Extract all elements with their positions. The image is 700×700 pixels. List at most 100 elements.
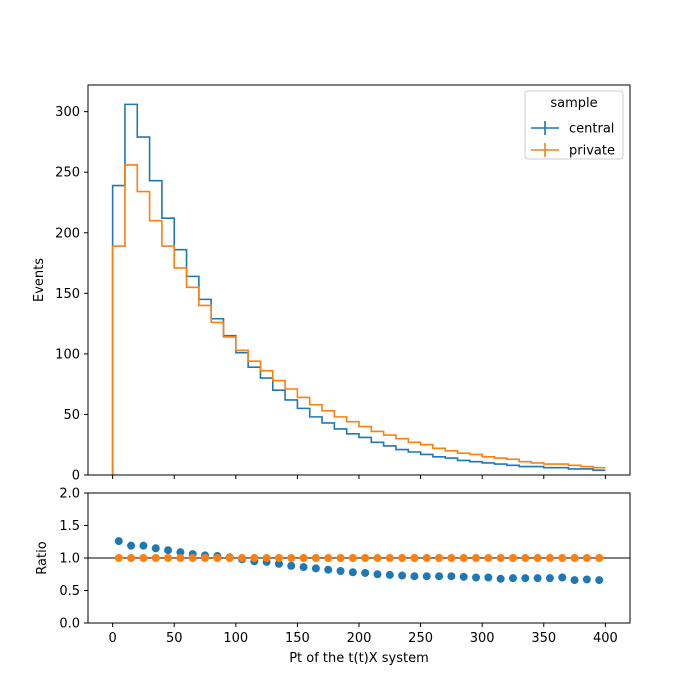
histogram-y-tick-label: 300 — [55, 105, 80, 120]
ratio-point-private — [151, 554, 160, 562]
ratio-point-private — [176, 554, 185, 562]
histogram-y-tick-label: 100 — [55, 347, 80, 362]
ratio-point-central — [348, 568, 357, 577]
x-tick-label: 400 — [593, 631, 618, 646]
ratio-point-private — [558, 554, 567, 562]
ratio-y-tick-label: 1.5 — [59, 519, 80, 534]
histogram-y-tick-label: 250 — [55, 166, 80, 181]
ratio-point-central — [447, 572, 456, 581]
ratio-point-private — [299, 554, 308, 562]
ratio-point-central — [361, 568, 370, 577]
x-tick-label: 350 — [531, 631, 556, 646]
histogram-series-private — [111, 164, 606, 475]
ratio-point-private — [484, 554, 493, 562]
ratio-point-central — [274, 559, 283, 568]
x-tick-label: 250 — [408, 631, 433, 646]
legend-label-central: central — [569, 122, 614, 137]
x-tick-label: 0 — [108, 631, 116, 646]
ratio-point-private — [274, 554, 283, 562]
ratio-point-private — [287, 554, 296, 562]
ratio-point-central — [472, 573, 481, 582]
ratio-point-central — [422, 572, 431, 581]
ratio-point-central — [176, 548, 185, 557]
ratio-point-private — [361, 554, 370, 562]
ratio-point-central — [496, 574, 505, 583]
ratio-point-private — [447, 554, 456, 562]
ratio-point-central — [459, 572, 468, 581]
legend-title: sample — [550, 96, 597, 111]
ratio-point-private — [373, 554, 382, 562]
ratio-point-private — [336, 554, 345, 562]
ratio-point-private — [459, 554, 468, 562]
legend-entries: central private — [531, 121, 615, 159]
ratio-point-central — [435, 572, 444, 581]
legend-box — [524, 90, 624, 160]
ratio-point-private — [250, 554, 259, 562]
ratio-point-private — [496, 554, 505, 562]
ratio-point-private — [139, 554, 148, 562]
ratio-point-private — [533, 554, 542, 562]
ratio-point-private — [311, 554, 320, 562]
histogram-y-tick-label: 50 — [63, 408, 80, 423]
ratio-point-central — [533, 574, 542, 583]
ratio-point-private — [213, 554, 222, 562]
ratio-point-private — [398, 554, 407, 562]
ratio-point-central — [311, 564, 320, 573]
ratio-point-private — [262, 554, 271, 562]
ratio-point-private — [385, 554, 394, 562]
x-axis-label: Pt of the t(t)X system — [289, 651, 429, 666]
ratio-point-central — [410, 572, 419, 581]
x-tick-label: 150 — [285, 631, 310, 646]
legend-label-private: private — [569, 144, 615, 159]
ratio-point-private — [508, 554, 517, 562]
ratio-point-private — [570, 554, 579, 562]
ratio-point-private — [435, 554, 444, 562]
ratio-point-private — [324, 554, 333, 562]
legend: sample central private — [524, 90, 624, 160]
ratio-point-private — [545, 554, 554, 562]
ratio-y-axis-label: Ratio — [35, 541, 50, 574]
ratio-point-central — [385, 570, 394, 579]
ratio-point-central — [164, 546, 173, 555]
ratio-point-central — [558, 573, 567, 582]
x-tick-label: 100 — [223, 631, 248, 646]
ratio-point-central — [127, 541, 136, 550]
ratio-point-central — [484, 573, 493, 582]
histogram-y-tick-label: 0 — [72, 469, 80, 484]
histogram-axis-ticks: 0 50 100 150 200 250 300 — [55, 105, 606, 484]
ratio-point-private — [422, 554, 431, 562]
ratio-point-private — [348, 554, 357, 562]
ratio-point-central — [336, 567, 345, 575]
ratio-point-central — [582, 575, 591, 584]
ratio-point-central — [521, 574, 530, 583]
ratio-point-central — [287, 561, 296, 570]
histogram-y-tick-label: 150 — [55, 287, 80, 302]
histogram-y-axis-label: Events — [32, 258, 47, 302]
ratio-point-central — [324, 565, 333, 574]
ratio-panel: 0 50 100 150 200 250 300 350 4000.00.51.01.52.0 … — [35, 487, 631, 666]
ratio-point-private — [127, 554, 136, 562]
ratio-point-central — [545, 574, 554, 583]
ratio-series-layer — [114, 537, 604, 585]
ratio-point-private — [472, 554, 481, 562]
ratio-point-central — [114, 537, 123, 546]
ratio-axis-ticks: 0 50 100 150 200 250 300 350 400 0.0 0.5 1.0 1.5 2.0 — [59, 487, 617, 647]
ratio-point-private — [164, 554, 173, 562]
histogram-y-tick-label: 200 — [55, 226, 80, 241]
ratio-point-central — [139, 541, 148, 550]
ratio-point-private — [595, 554, 604, 562]
ratio-point-private — [114, 554, 123, 562]
ratio-point-central — [299, 563, 308, 572]
ratio-point-private — [188, 554, 197, 562]
histogram-series-layer — [111, 103, 606, 475]
ratio-point-central — [508, 574, 517, 583]
ratio-point-central — [595, 576, 604, 585]
x-tick-label: 200 — [347, 631, 372, 646]
ratio-y-tick-label: 0.5 — [59, 584, 80, 599]
ratio-y-tick-label: 2.0 — [59, 487, 80, 502]
x-tick-label: 300 — [470, 631, 495, 646]
histogram-panel: 0 50 100 150 200 250 300 Events sample central… — [32, 84, 631, 484]
ratio-point-central — [373, 570, 382, 579]
ratio-point-central — [570, 576, 579, 585]
